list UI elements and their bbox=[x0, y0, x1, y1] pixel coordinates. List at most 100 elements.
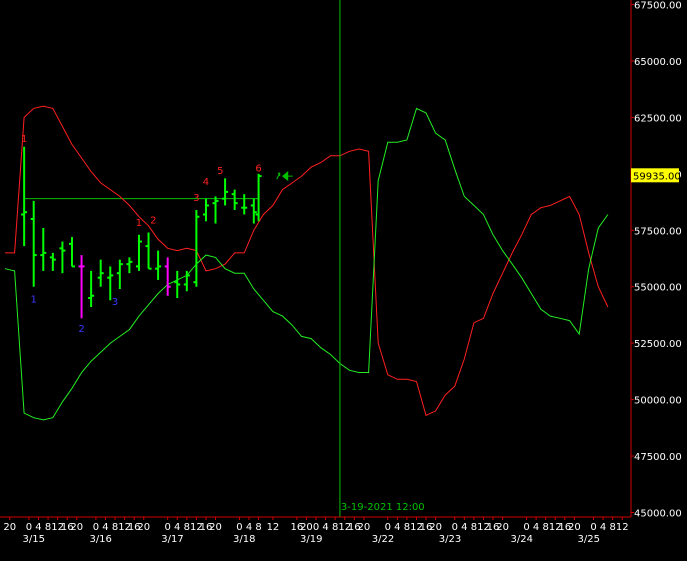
last-price-badge bbox=[631, 168, 679, 183]
x-hour-label: 20 bbox=[3, 522, 16, 533]
x-hour-label: 0 bbox=[26, 522, 32, 533]
x-hour-label: 0 bbox=[452, 522, 458, 533]
ohlc-bar bbox=[126, 257, 133, 274]
ohlc-bar bbox=[78, 255, 85, 319]
ohlc-bar bbox=[255, 173, 262, 222]
x-hour-label: 0 bbox=[164, 522, 170, 533]
y-tick-label: 52500.00 bbox=[634, 339, 682, 350]
x-hour-label: 4 bbox=[174, 522, 180, 533]
x-hour-label: 12 bbox=[616, 522, 629, 533]
x-hour-label: 16 bbox=[487, 522, 500, 533]
x-date-label: 3/24 bbox=[511, 534, 533, 545]
x-hour-label: 20 bbox=[357, 522, 370, 533]
axes-layer: 67500.0065000.0062500.0060000.0057500.00… bbox=[0, 0, 682, 545]
wave-label: 5 bbox=[217, 166, 223, 177]
x-hour-label: 16 bbox=[200, 522, 213, 533]
x-hour-label: 4 bbox=[35, 522, 41, 533]
x-hour-label: 12 bbox=[549, 522, 562, 533]
ohlc-bar bbox=[231, 189, 238, 210]
crosshair-label: 3-19-2021 12:00 bbox=[341, 502, 425, 513]
x-date-label: 3/15 bbox=[22, 534, 44, 545]
wave-label: 1 bbox=[21, 134, 27, 145]
x-hour-label: 8 bbox=[255, 522, 261, 533]
ohlc-bar bbox=[202, 198, 209, 222]
x-hour-label: 12 bbox=[338, 522, 351, 533]
wave-label: 6 bbox=[255, 164, 261, 175]
x-hour-label: 4 bbox=[394, 522, 400, 533]
ohlc-bar bbox=[155, 250, 162, 280]
x-hour-label: 0 bbox=[236, 522, 242, 533]
x-hour-label: 8 bbox=[332, 522, 338, 533]
x-hour-label: 4 bbox=[461, 522, 467, 533]
ohlc-bar bbox=[97, 259, 104, 287]
ohlc-bar bbox=[212, 196, 219, 224]
wave-label: 2 bbox=[78, 324, 84, 335]
ohlc-bar bbox=[135, 234, 142, 271]
x-hour-label: 12 bbox=[477, 522, 490, 533]
x-date-label: 3/18 bbox=[233, 534, 255, 545]
y-tick-label: 50000.00 bbox=[634, 396, 682, 407]
bands-layer bbox=[4, 105, 609, 421]
x-hour-label: 16 bbox=[61, 522, 74, 533]
x-hour-label: 20 bbox=[300, 522, 313, 533]
ohlc-bar bbox=[107, 266, 114, 301]
y-tick-label: 57500.00 bbox=[634, 226, 682, 237]
x-hour-label: 12 bbox=[410, 522, 423, 533]
x-hour-label: 8 bbox=[404, 522, 410, 533]
x-date-label: 3/25 bbox=[577, 534, 599, 545]
x-hour-label: 20 bbox=[137, 522, 150, 533]
x-hour-label: 8 bbox=[112, 522, 118, 533]
x-hour-label: 4 bbox=[322, 522, 328, 533]
x-hour-label: 8 bbox=[471, 522, 477, 533]
x-hour-label: 16 bbox=[128, 522, 141, 533]
wave-label: 2 bbox=[150, 216, 156, 227]
wave-label: 1 bbox=[136, 218, 142, 229]
red-band-line bbox=[5, 105, 609, 417]
x-hour-label: 20 bbox=[209, 522, 222, 533]
y-tick-label: 65000.00 bbox=[634, 57, 682, 68]
x-hour-label: 16 bbox=[420, 522, 433, 533]
x-hour-label: 20 bbox=[496, 522, 509, 533]
x-hour-label: 0 bbox=[590, 522, 596, 533]
x-hour-label: 4 bbox=[102, 522, 108, 533]
x-hour-label: 4 bbox=[533, 522, 539, 533]
y-tick-label: 47500.00 bbox=[634, 452, 682, 463]
x-date-label: 3/22 bbox=[372, 534, 394, 545]
ohlc-bar bbox=[183, 270, 190, 292]
x-date-label: 3/17 bbox=[161, 534, 183, 545]
x-hour-label: 20 bbox=[429, 522, 442, 533]
y-tick-label: 62500.00 bbox=[634, 113, 682, 124]
x-hour-label: 0 bbox=[523, 522, 529, 533]
wave-label: 3 bbox=[112, 297, 118, 308]
ohlc-bar bbox=[174, 270, 181, 299]
x-hour-label: 16 bbox=[290, 522, 303, 533]
y-tick-label: 55000.00 bbox=[634, 283, 682, 294]
ohlc-bar bbox=[59, 241, 66, 274]
arrow-left-icon bbox=[281, 171, 293, 182]
y-tick-label: 45000.00 bbox=[634, 508, 682, 519]
x-date-label: 3/16 bbox=[89, 534, 111, 545]
x-hour-label: 4 bbox=[246, 522, 252, 533]
ohlc-bar bbox=[40, 228, 47, 271]
x-hour-label: 8 bbox=[542, 522, 548, 533]
ohlc-bar bbox=[145, 232, 152, 270]
ohlc-bar bbox=[68, 237, 75, 268]
last-price-label: 59935.00 bbox=[633, 171, 681, 182]
ohlc-bar bbox=[222, 178, 229, 206]
x-date-label: 3/23 bbox=[439, 534, 461, 545]
bars-layer bbox=[21, 146, 262, 319]
ohlc-bar bbox=[30, 200, 37, 287]
crosshair-layer: 3-19-2021 12:00 bbox=[339, 0, 425, 517]
x-hour-label: 0 bbox=[385, 522, 391, 533]
ohlc-bar bbox=[241, 194, 248, 215]
x-hour-label: 16 bbox=[558, 522, 571, 533]
x-date-label: 3/19 bbox=[300, 534, 322, 545]
arrow-up-right-icon bbox=[276, 172, 281, 180]
wave-label: 4 bbox=[203, 177, 209, 188]
x-hour-label: 20 bbox=[568, 522, 581, 533]
ohlc-bar bbox=[21, 146, 28, 247]
